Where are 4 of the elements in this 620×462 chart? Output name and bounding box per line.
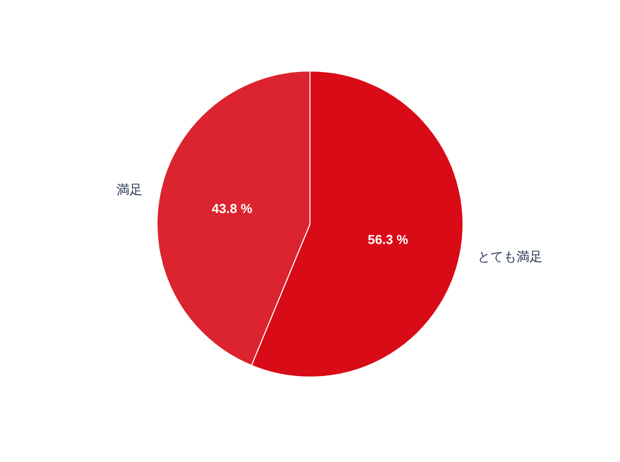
slice-label: とても満足 xyxy=(478,250,543,265)
data-label: 43.8 % xyxy=(212,201,253,216)
slice-label: 満足 xyxy=(116,183,142,198)
data-label: 56.3 % xyxy=(368,232,409,247)
